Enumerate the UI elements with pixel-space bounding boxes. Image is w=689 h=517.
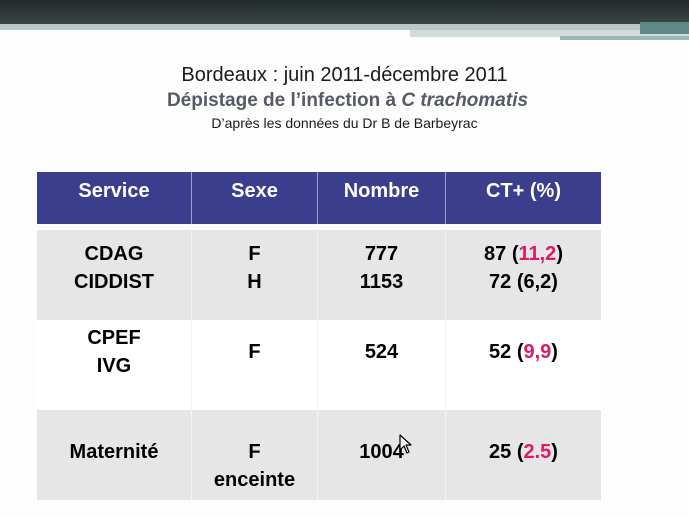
- cell-line: CPEF: [87, 327, 141, 349]
- cell-line: 52 (9,9): [446, 338, 601, 366]
- cell-ct: 87 (11,2) 72 (6,2): [446, 230, 601, 320]
- results-table: Service Sexe Nombre CT+ (%) CDAG CIDDIST F…: [37, 172, 601, 500]
- cell-line: 1004: [359, 441, 404, 463]
- cell-service: Maternité: [37, 410, 192, 500]
- ct-paren: (: [506, 243, 519, 265]
- cell-service: CDAG CIDDIST: [37, 230, 192, 320]
- cell-nombre: 524: [318, 320, 446, 410]
- table-row: CPEF IVG F 524 52 (9,9): [37, 320, 601, 410]
- cell-line: 87 (11,2): [446, 240, 601, 268]
- header-nombre: Nombre: [318, 172, 446, 224]
- cell-line: Maternité: [69, 441, 159, 463]
- banner-dark-band: [0, 0, 689, 24]
- header-service: Service: [37, 172, 192, 224]
- ct-paren: ): [556, 243, 563, 265]
- ct-paren: (: [511, 441, 524, 463]
- ct-count: 52: [489, 341, 512, 363]
- ct-percent: 11,2: [518, 243, 557, 265]
- cell-line: F: [248, 243, 261, 265]
- banner-stripe: [560, 36, 689, 40]
- mouse-pointer-icon: [399, 434, 412, 454]
- banner-stripe: [410, 30, 689, 37]
- ct-paren: ): [551, 271, 558, 293]
- cell-ct: 52 (9,9): [446, 320, 601, 410]
- table-row: CDAG CIDDIST F H 777 1153 87 (11,2) 72 (6,2): [37, 230, 601, 320]
- cell-service: CPEF IVG: [37, 320, 192, 410]
- ct-paren: (: [511, 341, 524, 363]
- ct-count: 87: [484, 243, 507, 265]
- ct-paren: ): [551, 341, 558, 363]
- cell-nombre: 777 1153: [318, 230, 446, 320]
- cell-line: 524: [364, 341, 399, 363]
- cell-line: F: [248, 341, 261, 363]
- header-sexe: Sexe: [192, 172, 318, 224]
- ct-count: 25: [489, 441, 512, 463]
- slide-banner: [0, 0, 689, 40]
- header-ct: CT+ (%): [486, 180, 561, 202]
- banner-stripe: [640, 22, 689, 34]
- cell-line: 25 (2.5): [446, 438, 601, 466]
- ct-paren: ): [551, 441, 558, 463]
- cell-line: IVG: [96, 355, 132, 377]
- slide-titles: Bordeaux : juin 2011-décembre 2011 Dépis…: [0, 62, 689, 132]
- cell-nombre: 1004: [318, 410, 446, 500]
- cell-sexe: F: [192, 320, 318, 410]
- subtitle-text: Dépistage de l’infection à: [166, 90, 402, 111]
- ct-paren: (: [511, 271, 524, 293]
- ct-percent: 2.5: [523, 441, 552, 463]
- table-header-row: Service Sexe Nombre CT+ (%): [37, 172, 601, 224]
- cell-line: 1153: [359, 271, 404, 293]
- cell-line: CDAG: [84, 243, 144, 265]
- cell-line: 72 (6,2): [446, 268, 601, 296]
- cell-ct: 25 (2.5): [446, 410, 601, 500]
- ct-count: 72: [489, 271, 512, 293]
- banner-stripe: [0, 24, 689, 30]
- slide-subtitle: Dépistage de l’infection à C trachomatis: [6, 88, 689, 114]
- ct-percent: 9,9: [523, 341, 552, 363]
- cell-line: enceinte: [213, 469, 296, 491]
- subtitle-italic: C trachomatis: [401, 90, 529, 111]
- cell-line: F: [248, 441, 261, 463]
- ct-percent: 6,2: [523, 271, 552, 293]
- cell-line: H: [247, 271, 262, 293]
- table-body: CDAG CIDDIST F H 777 1153 87 (11,2) 72 (6,2) CPE…: [37, 230, 601, 500]
- slide-source-note: D’après les données du Dr B de Barbeyrac: [211, 115, 478, 131]
- cell-line: 777: [364, 243, 399, 265]
- cell-line: CIDDIST: [74, 271, 154, 293]
- slide-title: Bordeaux : juin 2011-décembre 2011: [181, 64, 508, 86]
